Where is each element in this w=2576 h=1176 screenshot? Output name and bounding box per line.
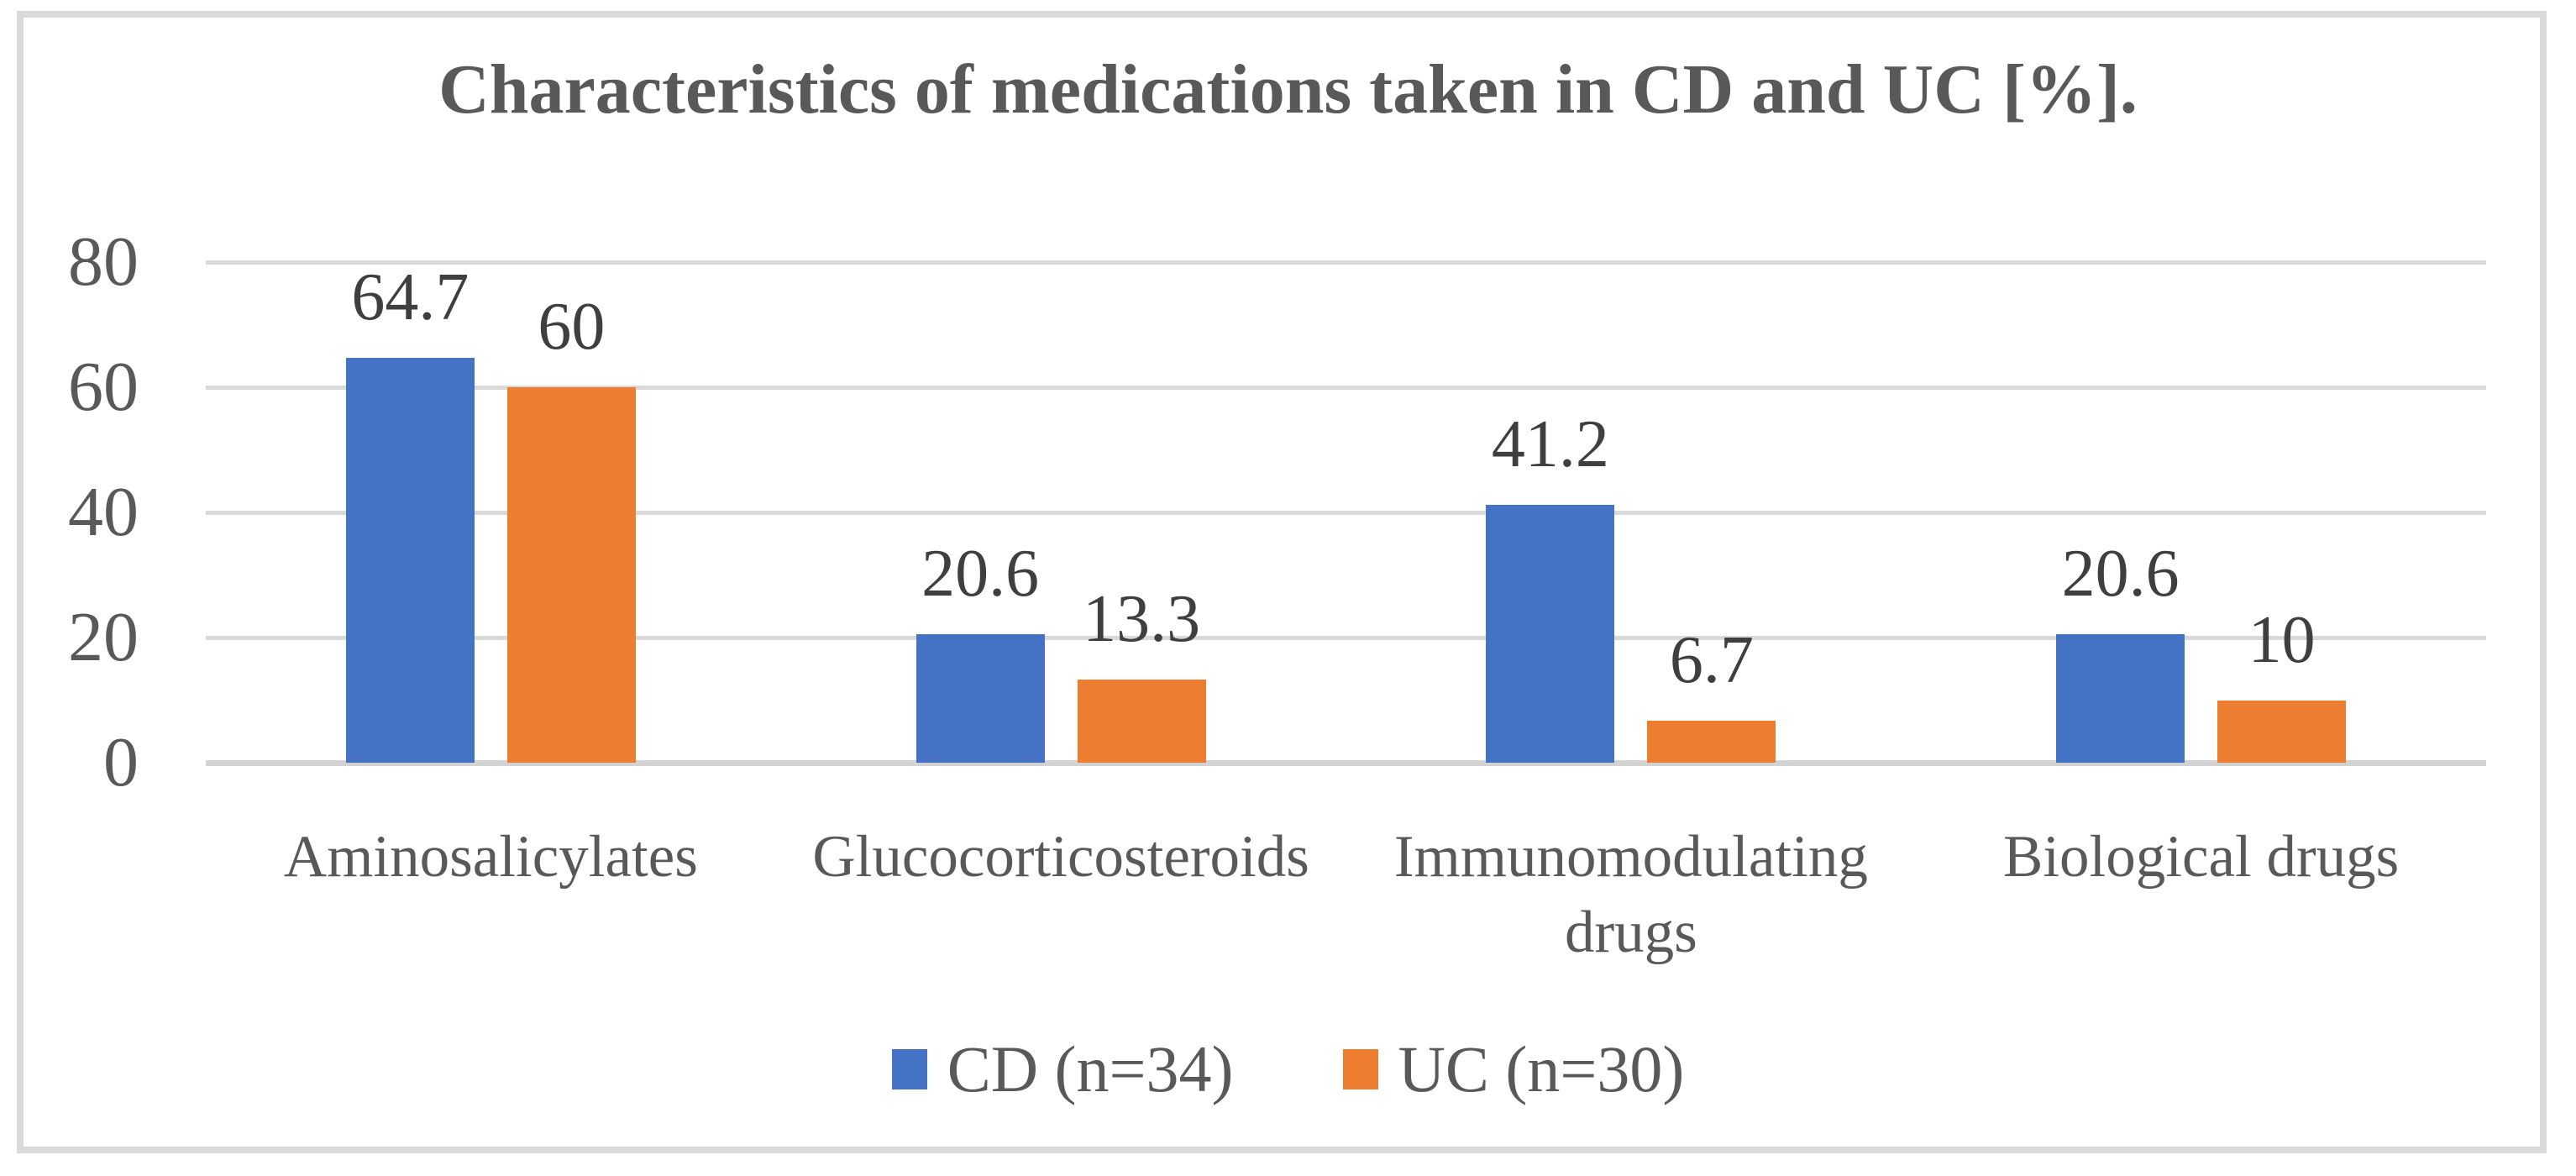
legend-label-uc: UC (n=30) [1398, 1032, 1685, 1105]
bar-uc-glucocorticosteroids [1077, 679, 1206, 763]
gridline [206, 510, 2486, 515]
bar-uc-immunomodulating-drugs [1647, 721, 1776, 763]
bar-cd-biological-drugs [2056, 633, 2185, 763]
legend-item-cd: CD (n=34) [891, 1032, 1234, 1107]
gridline [206, 260, 2486, 265]
y-axis-tick-label: 40 [68, 473, 139, 551]
legend-swatch-icon-uc [1342, 1049, 1378, 1089]
legend-item-uc: UC (n=30) [1342, 1032, 1685, 1107]
category-label-glucocorticosteroids: Glucocorticosteroids [812, 824, 1309, 890]
data-label-uc-aminosalicylates: 60 [538, 290, 606, 364]
gridline [206, 635, 2486, 640]
chart-title: Characteristics of medications taken in … [438, 50, 2138, 129]
data-label-uc-glucocorticosteroids: 13.3 [1083, 581, 1201, 656]
legend-label-cd: CD (n=34) [947, 1032, 1234, 1105]
category-label-biological-drugs: Biological drugs [2002, 824, 2400, 890]
category-label-immunomodulating-drugs: Immunomodulating drugs [1393, 824, 1868, 965]
data-label-cd-aminosalicylates: 64.7 [351, 260, 470, 334]
y-axis-tick-label: 60 [68, 348, 139, 426]
data-label-cd-immunomodulating-drugs: 41.2 [1491, 407, 1609, 482]
category-label-aminosalicylates: Aminosalicylates [283, 824, 698, 890]
bar-uc-aminosalicylates [506, 387, 636, 763]
legend-swatch-icon-cd [891, 1049, 927, 1089]
data-label-cd-biological-drugs: 20.6 [2061, 536, 2180, 611]
gridline [206, 385, 2486, 390]
y-axis-tick-label: 80 [68, 223, 139, 301]
legend: CD (n=34) UC (n=30) [0, 1032, 2576, 1107]
data-label-uc-immunomodulating-drugs: 6.7 [1669, 623, 1754, 698]
y-axis-tick-label: 20 [68, 598, 139, 676]
bar-cd-glucocorticosteroids [916, 633, 1045, 763]
bar-cd-immunomodulating-drugs [1486, 505, 1615, 763]
data-label-cd-glucocorticosteroids: 20.6 [921, 536, 1040, 611]
bar-uc-biological-drugs [2217, 700, 2347, 763]
bar-cd-aminosalicylates [345, 357, 475, 763]
y-axis-tick-label: 0 [103, 723, 139, 801]
x-axis-line [206, 760, 2486, 766]
data-label-uc-biological-drugs: 10 [2248, 602, 2316, 677]
